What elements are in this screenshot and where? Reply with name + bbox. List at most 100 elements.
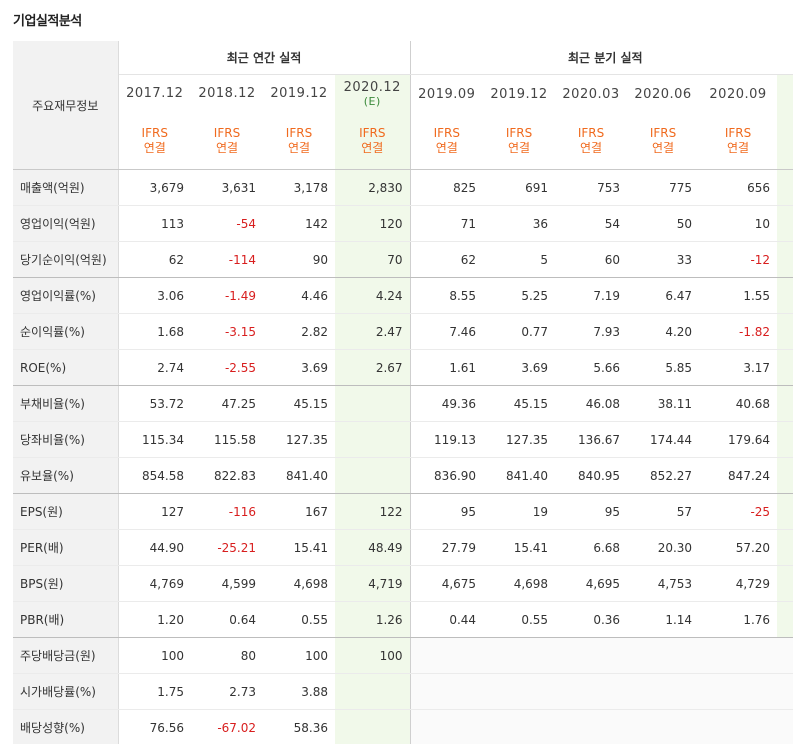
annual-value-cell: 1.75 [118,673,191,710]
quarter-value-cell: 852.27 [627,457,700,494]
annual-value-cell: 100 [118,637,191,674]
quarter-value-cell: 7.19 [555,277,628,314]
annual-value-cell: 100 [335,637,411,674]
annual-period-header: 2020.12 (E) [335,74,411,113]
quarter-value-cell: 50 [627,205,700,242]
row-label: EPS(원) [13,493,119,530]
quarter-value-cell: 60 [555,241,628,278]
next-period-column-edge [777,529,793,566]
annual-value-cell: -25.21 [191,529,263,566]
quarter-value-cell: 95 [555,493,628,530]
ifrs-label: IFRS [359,126,386,140]
ifrs-label: IFRS [213,126,241,140]
annual-value-cell: 100 [263,637,335,674]
consolidated-label: 연결 [361,141,384,155]
annual-value-cell: 1.68 [118,313,191,350]
quarter-value-cell: 7.46 [410,313,484,350]
quarter-value-cell: 4,753 [627,565,700,602]
ifrs-label: IFRS [724,126,752,140]
quarter-value-cell: 40.68 [699,385,778,422]
quarter-value-cell: 7.93 [555,313,628,350]
quarter-value-cell: 0.77 [483,313,556,350]
annual-value-cell [335,421,411,458]
row-label: 영업이익률(%) [13,277,119,314]
financial-table-container: 주요재무정보 최근 연간 실적 최근 분기 실적 2017.12 2018.12 2… [13,41,793,744]
annual-value-cell: 70 [335,241,411,278]
quarter-value-cell: 0.55 [483,601,556,638]
quarter-value-cell: 5.25 [483,277,556,314]
annual-value-cell: 90 [263,241,335,278]
row-label: 매출액(억원) [13,169,119,206]
consolidated-label: 연결 [652,141,675,155]
quarter-value-cell: 1.76 [699,601,778,638]
accounting-standard-cell: IFRS 연결 [410,113,484,170]
quarter-value-cell: 825 [410,169,484,206]
annual-value-cell: 127 [118,493,191,530]
row-label: 주당배당금(원) [13,637,119,674]
next-period-column-edge [777,637,793,674]
quarter-value-cell [555,709,628,744]
ifrs-label: IFRS [649,126,677,140]
quarter-value-cell: 10 [699,205,778,242]
annual-value-cell: 127.35 [263,421,335,458]
quarter-value-cell: 119.13 [410,421,484,458]
table-row: 배당성향(%) 76.56 -67.02 58.36 [13,709,793,744]
quarter-value-cell: -1.82 [699,313,778,350]
row-label: 당좌비율(%) [13,421,119,458]
annual-value-cell: -67.02 [191,709,263,744]
annual-value-cell: 80 [191,637,263,674]
period-label: 2018.12 [198,86,256,101]
table-row: 매출액(억원) 3,679 3,631 3,178 2,830 825 691 753 775 6… [13,169,793,206]
annual-value-cell: -114 [191,241,263,278]
quarter-value-cell [627,637,700,674]
annual-period-header: 2018.12 [191,75,263,114]
accounting-standard-cell: IFRS 연결 [483,113,556,170]
annual-value-cell: 3,178 [263,169,335,206]
row-label: PBR(배) [13,601,119,638]
annual-value-cell: 3.88 [263,673,335,710]
annual-group-header: 최근 연간 실적 [118,41,411,75]
annual-value-cell: 120 [335,205,411,242]
quarter-value-cell [627,709,700,744]
quarter-value-cell [410,673,484,710]
annual-value-cell [335,385,411,422]
quarter-value-cell: 0.36 [555,601,628,638]
next-period-column-edge [777,421,793,458]
annual-value-cell: -54 [191,205,263,242]
annual-value-cell: 48.49 [335,529,411,566]
row-label: 시가배당률(%) [13,673,119,710]
quarter-value-cell: 4,729 [699,565,778,602]
annual-value-cell: 3.06 [118,277,191,314]
row-label: BPS(원) [13,565,119,602]
annual-value-cell: 822.83 [191,457,263,494]
annual-value-cell: 115.58 [191,421,263,458]
quarter-value-cell: 691 [483,169,556,206]
table-row: ROE(%) 2.74 -2.55 3.69 2.67 1.61 3.69 5.66 5.85 3… [13,349,793,386]
annual-period-header: 2017.12 [118,75,191,114]
annual-value-cell: 122 [335,493,411,530]
annual-value-cell: 1.26 [335,601,411,638]
annual-period-header: 2019.12 [263,75,335,114]
annual-value-cell: 2.82 [263,313,335,350]
annual-value-cell: 841.40 [263,457,335,494]
quarter-value-cell: 33 [627,241,700,278]
quarter-value-cell: 45.15 [483,385,556,422]
annual-value-cell: 1.20 [118,601,191,638]
quarter-value-cell: 27.79 [410,529,484,566]
annual-value-cell: 0.55 [263,601,335,638]
quarter-period-header: 2020.03 [562,86,620,102]
quarter-value-cell [483,673,556,710]
quarter-value-cell: 62 [410,241,484,278]
quarter-value-cell: 8.55 [410,277,484,314]
table-row: 부채비율(%) 53.72 47.25 45.15 49.36 45.15 46.08 38.… [13,385,793,422]
consolidated-label: 연결 [287,141,311,155]
annual-value-cell: 142 [263,205,335,242]
period-label: 2020.12 [343,79,401,95]
quarter-period-header: 2020.09 [709,86,767,102]
row-label: 배당성향(%) [13,709,119,744]
quarter-value-cell: -12 [699,241,778,278]
next-period-column-edge [777,313,793,350]
quarter-value-cell: 5.85 [627,349,700,386]
table-row: 영업이익(억원) 113 -54 142 120 71 36 54 50 10 [13,205,793,242]
table-row: 당좌비율(%) 115.34 115.58 127.35 119.13 127.35 136… [13,421,793,458]
